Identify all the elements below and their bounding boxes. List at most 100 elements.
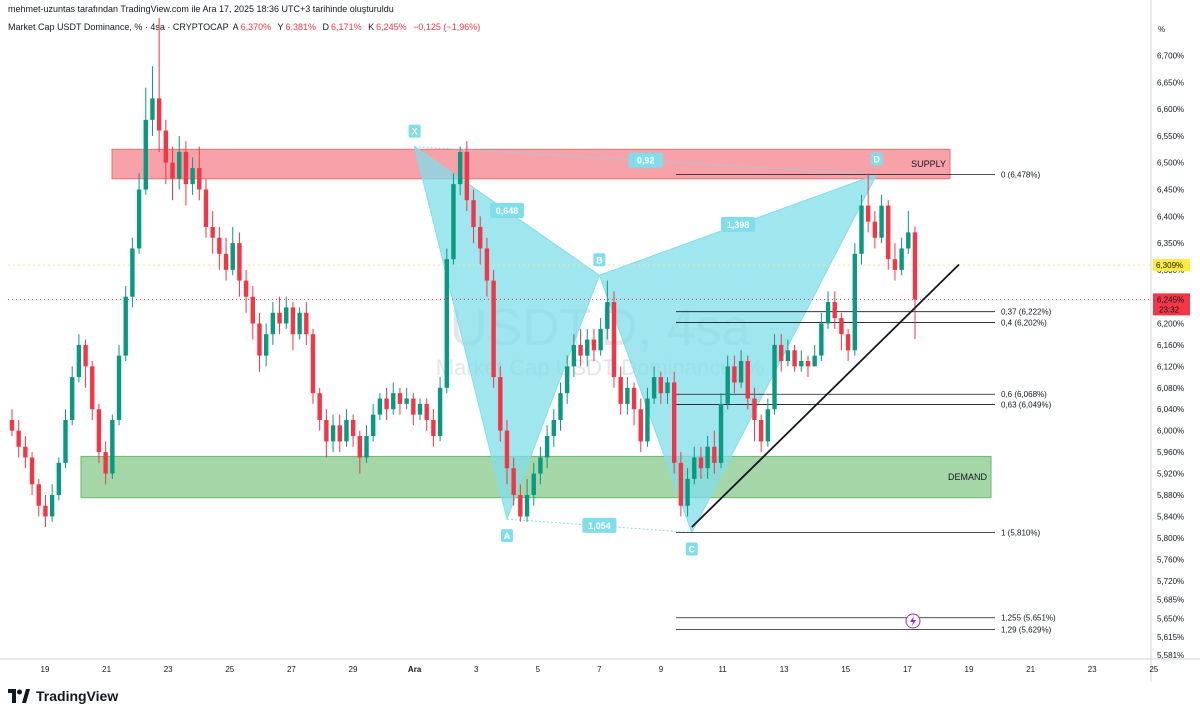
candle-body xyxy=(150,98,155,120)
candle-body xyxy=(504,430,510,469)
candle-body xyxy=(290,307,296,335)
high-label: Y xyxy=(277,22,284,32)
candle-body xyxy=(511,468,516,495)
candle-body xyxy=(464,151,470,201)
symbol-title[interactable]: Market Cap USDT Dominance, % · 4sa · CRY… xyxy=(8,22,229,32)
candle-body xyxy=(745,361,750,399)
candle-body xyxy=(391,393,396,410)
candle-body xyxy=(143,119,148,190)
harmonic-point-label: A xyxy=(504,531,511,541)
harmonic-point-label: C xyxy=(689,545,696,555)
candle-body xyxy=(772,344,777,410)
candle-body xyxy=(872,221,878,238)
tradingview-logo[interactable]: TradingView xyxy=(8,688,118,704)
harmonic-ratio-label: 1,398 xyxy=(727,220,750,230)
candle-body xyxy=(638,409,643,442)
harmonic-ratio-badge xyxy=(582,517,617,533)
candle-body xyxy=(518,494,523,517)
candle-body xyxy=(29,457,35,485)
candle-body xyxy=(364,436,369,458)
price-axis-tick-label: 6,600% xyxy=(1157,105,1184,114)
fib-level-label: 0,63 (6,049%) xyxy=(1001,400,1052,409)
price-axis-tick-label: 5,920% xyxy=(1157,470,1184,479)
candle-body xyxy=(243,280,249,297)
supply-zone-label: SUPPLY xyxy=(911,159,946,169)
harmonic-point-marker[interactable] xyxy=(593,253,606,267)
demand-zone[interactable] xyxy=(80,455,992,499)
candle-body xyxy=(886,205,891,260)
harmonic-bd-line xyxy=(599,174,877,276)
candle-body xyxy=(825,302,831,324)
candle-body xyxy=(277,312,282,324)
price-axis-tick-label: 6,650% xyxy=(1157,78,1184,87)
candle-body xyxy=(156,98,162,131)
candle-body xyxy=(90,366,95,410)
candle-body xyxy=(136,189,142,249)
harmonic-ratio-badge xyxy=(628,152,663,168)
candle-body xyxy=(76,344,82,378)
candle-body xyxy=(297,312,302,335)
candle-body xyxy=(183,151,189,185)
time-axis-tick-label: 27 xyxy=(287,665,296,674)
time-axis-tick-label: 3 xyxy=(474,665,479,674)
candle-body xyxy=(70,377,75,420)
symbol-legend: Market Cap USDT Dominance, % · 4sa · CRY… xyxy=(8,22,484,32)
fib-level-label: 1 (5,810%) xyxy=(1001,529,1040,538)
candle-body xyxy=(377,398,383,415)
candle-body xyxy=(585,339,590,356)
harmonic-point-marker[interactable] xyxy=(685,542,698,556)
candle-body xyxy=(819,323,824,356)
candle-body xyxy=(685,478,690,506)
candle-body xyxy=(805,361,811,367)
candle-body xyxy=(431,419,436,437)
candle-body xyxy=(123,296,128,356)
candle-body xyxy=(899,248,904,270)
bolt-glyph xyxy=(910,616,916,626)
candle-body xyxy=(558,393,563,420)
candle-body xyxy=(892,259,898,270)
candle-body xyxy=(56,462,62,495)
harmonic-point-marker[interactable] xyxy=(870,152,883,166)
candle-body xyxy=(665,382,670,394)
candle-body xyxy=(812,355,817,367)
fib-level-label: 1,29 (5,629%) xyxy=(1001,626,1052,635)
price-axis-tick-label: 5,650% xyxy=(1157,614,1184,623)
price-axis-tick-label: 5,960% xyxy=(1157,448,1184,457)
candle-body xyxy=(324,419,329,442)
candle-body xyxy=(765,409,771,442)
candle-body xyxy=(551,419,556,437)
supply-zone[interactable] xyxy=(111,148,951,180)
time-axis-tick-label: 19 xyxy=(965,665,974,674)
price-axis-tick-label: 6,080% xyxy=(1157,384,1184,393)
last-price-badge-label: 6,245% xyxy=(1157,295,1184,304)
low-value: 6,171% xyxy=(331,22,362,32)
candle-body xyxy=(498,377,503,431)
candle-body xyxy=(103,452,108,474)
harmonic-point-marker[interactable] xyxy=(501,529,513,543)
candle-body xyxy=(96,409,102,453)
candle-body xyxy=(859,205,864,254)
candle-body xyxy=(785,350,791,362)
fib-level-label: 0 (6,478%) xyxy=(1001,170,1040,179)
attribution-text: mehmet-uzuntas tarafından TradingView.co… xyxy=(8,4,394,14)
harmonic-ratio-label: 0,92 xyxy=(637,156,655,166)
candle-body xyxy=(304,312,309,335)
high-value: 6,381% xyxy=(285,22,317,32)
price-axis-tick-label: 5,800% xyxy=(1157,534,1184,543)
support-trendline[interactable] xyxy=(691,263,960,528)
close-value: 6,245% xyxy=(376,22,407,32)
candle-body xyxy=(738,361,744,383)
candle-body xyxy=(384,398,389,410)
candle-body xyxy=(317,393,322,420)
harmonic-point-marker[interactable] xyxy=(408,124,421,138)
candle-body xyxy=(678,462,684,506)
price-axis-tick-label: 5,685% xyxy=(1157,596,1184,605)
harmonic-ratio-badge xyxy=(490,202,524,218)
close-label: K xyxy=(368,22,375,32)
time-axis-tick-label: 23 xyxy=(1088,665,1097,674)
candle-body xyxy=(350,419,356,437)
candle-body xyxy=(210,227,215,238)
candle-body xyxy=(658,377,664,394)
price-axis-tick-label: 6,000% xyxy=(1157,427,1184,436)
